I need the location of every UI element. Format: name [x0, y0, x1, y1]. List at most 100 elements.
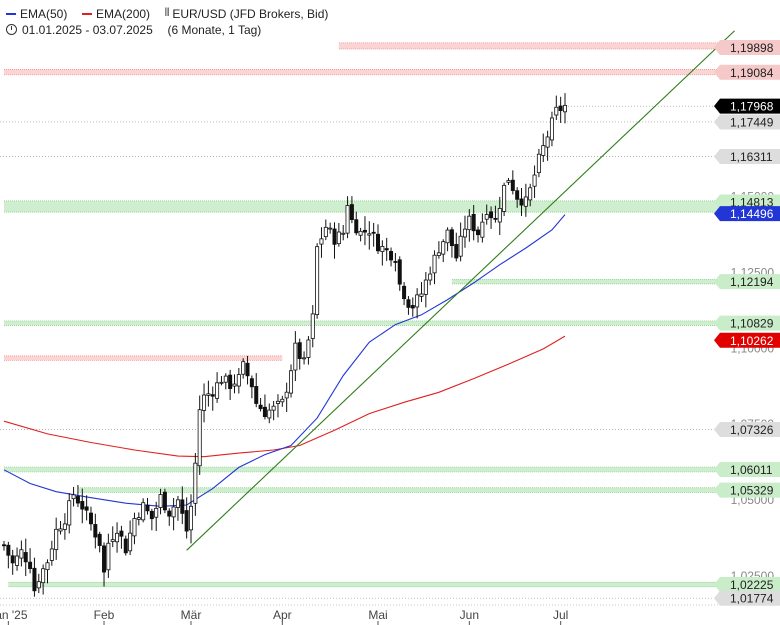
candle-body-13 [58, 528, 63, 532]
candle-body-60 [262, 406, 267, 417]
candle-body-9 [41, 568, 46, 584]
price-label-text: 1,10829 [730, 317, 774, 331]
price-label-bg-1 [714, 64, 780, 80]
candle-body-25 [110, 539, 115, 542]
x-tick-label: Feb [94, 608, 115, 622]
price-label-text: 1,19898 [730, 41, 774, 55]
clock-icon [6, 24, 17, 36]
price-label-text: 1,01774 [730, 592, 774, 606]
price-label-bg-14 [714, 590, 780, 606]
x-tick-label: Mär [181, 608, 202, 622]
candle-body-105 [458, 235, 463, 257]
candle-body-104 [454, 244, 459, 259]
candle-body-31 [136, 517, 141, 520]
price-label-bg-4 [714, 149, 780, 165]
candle-body-99 [432, 254, 437, 274]
candle-body-43 [188, 505, 193, 531]
candle-body-69 [302, 357, 307, 360]
candle-body-55 [241, 361, 246, 375]
price-label-bg-5 [714, 194, 780, 210]
trendline [186, 30, 735, 551]
candle-body-110 [480, 221, 485, 238]
candle-body-84 [367, 233, 372, 236]
candle-body-49 [215, 382, 220, 399]
symbol-label: EUR/USD (JFD Brokers, Bid) [172, 6, 329, 21]
candle-body-80 [349, 204, 354, 221]
candle-body-78 [341, 232, 346, 235]
candle-body-54 [236, 374, 241, 387]
candle-body-51 [223, 375, 228, 383]
candle-body-68 [297, 342, 302, 359]
candle-body-125 [545, 136, 550, 148]
price-label-text: 1,06011 [730, 463, 773, 477]
candle-body-61 [267, 409, 272, 419]
candle-body-66 [289, 370, 294, 394]
candle-body-38 [167, 510, 172, 517]
candle-body-92 [402, 285, 407, 300]
price-label-bg-12 [714, 482, 780, 498]
candle-body-90 [393, 261, 398, 263]
candle-body-52 [228, 374, 233, 389]
candle-body-21 [93, 524, 98, 538]
price-label-text: 1,14496 [730, 207, 774, 221]
candle-body-103 [449, 229, 454, 247]
candle-body-102 [445, 229, 450, 244]
candle-body-14 [62, 523, 67, 530]
candle-body-65 [284, 391, 289, 399]
candle-body-6 [28, 561, 33, 569]
candle-body-81 [354, 219, 359, 234]
candle-body-41 [180, 499, 185, 514]
candle-body-126 [549, 117, 554, 141]
support-zone-7 [77, 487, 780, 493]
candle-body-30 [132, 518, 137, 537]
candle-body-39 [171, 506, 176, 518]
ema200-line [3, 335, 566, 458]
candle-body-23 [102, 545, 107, 573]
candlestick-icon: ⫴ [164, 7, 170, 20]
candle-body-82 [358, 230, 363, 236]
candle-body-24 [106, 542, 111, 571]
candle-body-83 [362, 229, 367, 233]
candle-body-36 [158, 494, 163, 508]
candle-body-0 [2, 544, 7, 547]
candle-body-63 [275, 400, 280, 404]
support-zone-4 [4, 320, 780, 326]
price-label-text: 1,17449 [730, 115, 774, 129]
candle-body-11 [49, 548, 54, 561]
candle-body-48 [210, 394, 215, 397]
candle-body-50 [219, 381, 224, 384]
candle-body-85 [371, 231, 376, 234]
price-label-text: 1,05329 [730, 484, 774, 498]
candle-body-72 [315, 246, 320, 316]
candle-body-98 [428, 273, 433, 281]
candle-body-88 [384, 248, 389, 251]
candle-body-122 [532, 174, 537, 187]
candle-body-29 [128, 532, 133, 552]
candle-body-4 [19, 549, 24, 559]
candle-body-42 [184, 510, 189, 532]
resistance-zone-5 [4, 355, 283, 361]
candle-body-64 [280, 398, 285, 403]
candle-body-111 [484, 214, 489, 220]
candle-body-71 [310, 313, 315, 339]
candle-body-94 [410, 305, 415, 309]
date-row: 01.01.2025 - 03.07.2025 (6 Monate, 1 Tag… [6, 22, 261, 37]
candle-body-34 [149, 510, 154, 520]
candle-body-119 [519, 198, 524, 206]
price-label-text: 1,16311 [730, 150, 773, 164]
candle-body-53 [232, 383, 237, 387]
candle-body-95 [415, 294, 420, 308]
candle-body-46 [202, 394, 207, 411]
candle-body-70 [306, 339, 311, 358]
candle-body-74 [323, 226, 328, 238]
candle-body-56 [245, 362, 250, 377]
candle-body-44 [193, 462, 198, 504]
candle-body-62 [271, 405, 276, 411]
candle-body-26 [115, 532, 120, 543]
ema50-legend-swatch [6, 12, 16, 15]
price-label-text: 1,02225 [730, 578, 774, 592]
candle-body-75 [328, 227, 333, 230]
ema50-line [3, 214, 566, 507]
candle-body-27 [119, 530, 124, 537]
